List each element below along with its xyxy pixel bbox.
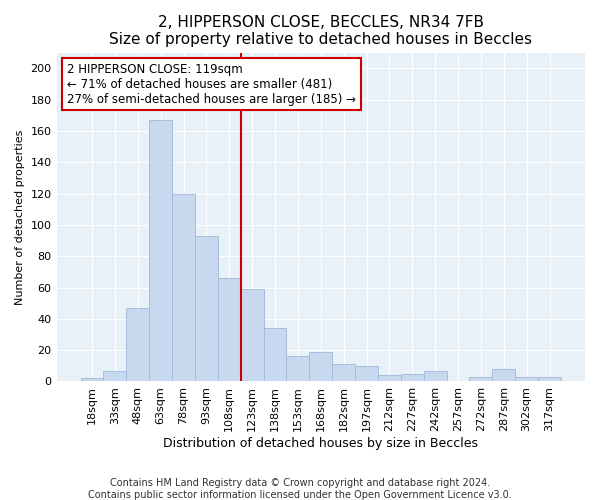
Text: 2 HIPPERSON CLOSE: 119sqm
← 71% of detached houses are smaller (481)
27% of semi: 2 HIPPERSON CLOSE: 119sqm ← 71% of detac… (67, 62, 356, 106)
Bar (149, 120, 172, 382)
Bar (218, 278, 241, 382)
Bar (515, 377, 538, 382)
Bar (286, 356, 310, 382)
Title: 2, HIPPERSON CLOSE, BECCLES, NR34 7FB
Size of property relative to detached hous: 2, HIPPERSON CLOSE, BECCLES, NR34 7FB Si… (109, 15, 532, 48)
Bar (241, 289, 263, 382)
X-axis label: Distribution of detached houses by size in Beccles: Distribution of detached houses by size … (163, 437, 478, 450)
Bar (355, 366, 378, 382)
Bar (172, 194, 195, 382)
Bar (310, 352, 332, 382)
Bar (493, 369, 515, 382)
Bar (538, 377, 561, 382)
Y-axis label: Number of detached properties: Number of detached properties (15, 130, 25, 305)
Bar (80, 378, 103, 382)
Bar (401, 374, 424, 382)
Bar (424, 370, 446, 382)
Bar (378, 375, 401, 382)
Bar (332, 364, 355, 382)
Bar (263, 328, 286, 382)
Text: Contains HM Land Registry data © Crown copyright and database right 2024.
Contai: Contains HM Land Registry data © Crown c… (88, 478, 512, 500)
Bar (103, 370, 127, 382)
Bar (469, 377, 493, 382)
Bar (127, 308, 149, 382)
Bar (195, 236, 218, 382)
